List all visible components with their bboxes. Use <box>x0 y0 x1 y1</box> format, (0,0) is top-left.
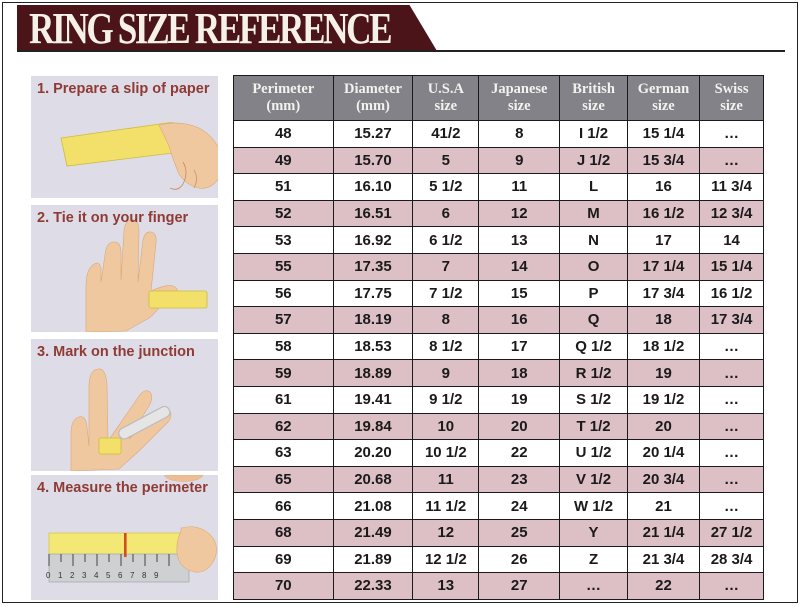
svg-text:8: 8 <box>142 571 147 580</box>
svg-text:6: 6 <box>118 571 123 580</box>
svg-text:7: 7 <box>130 571 135 580</box>
svg-text:0: 0 <box>46 571 51 580</box>
svg-text:3: 3 <box>82 571 87 580</box>
svg-text:4: 4 <box>94 571 99 580</box>
svg-text:9: 9 <box>154 571 159 580</box>
svg-text:5: 5 <box>106 571 111 580</box>
svg-text:1: 1 <box>58 571 63 580</box>
svg-text:2: 2 <box>70 571 75 580</box>
